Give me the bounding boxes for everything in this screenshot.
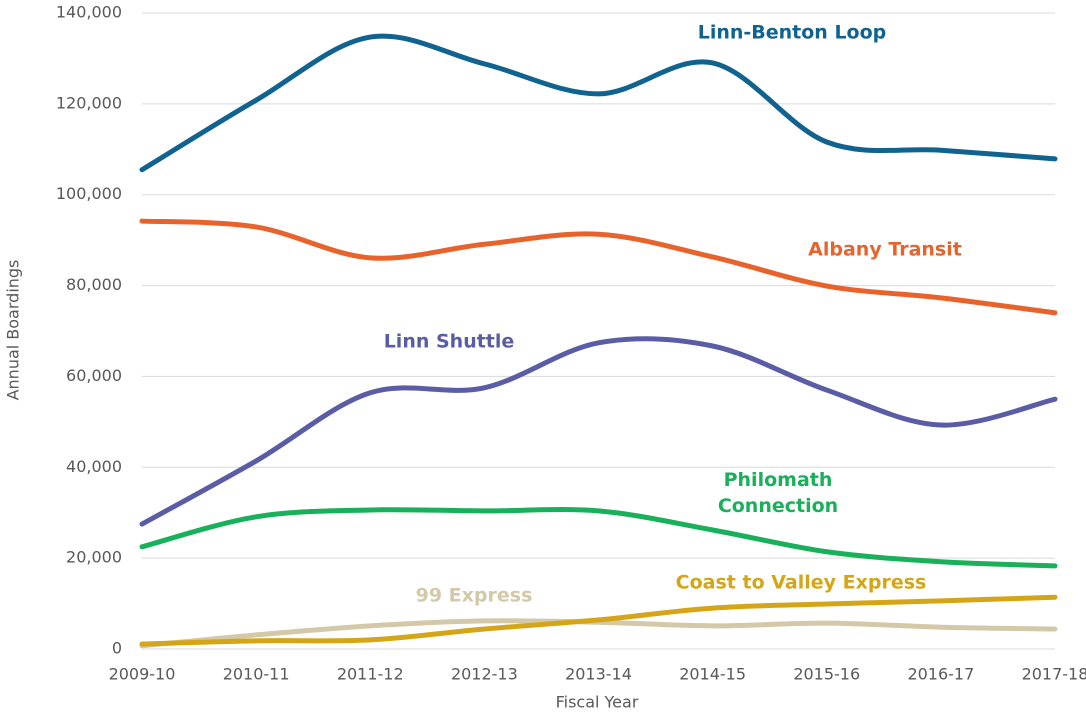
series-label: Linn Shuttle bbox=[384, 331, 515, 353]
series-line bbox=[139, 218, 1058, 316]
series-label: Albany Transit bbox=[808, 239, 962, 261]
y-tick-label: 20,000 bbox=[66, 548, 122, 567]
series-label: 99 Express bbox=[416, 585, 533, 607]
series-line bbox=[139, 336, 1058, 527]
x-axis-title: Fiscal Year bbox=[556, 693, 639, 712]
series-line bbox=[139, 33, 1058, 173]
y-tick-label: 80,000 bbox=[66, 275, 122, 294]
x-tick-label: 2017-18 bbox=[1022, 665, 1086, 684]
y-tick-label: 120,000 bbox=[56, 93, 122, 112]
x-tick-label: 2012-13 bbox=[451, 665, 518, 684]
x-tick-label: 2013-14 bbox=[565, 665, 632, 684]
x-tick-label: 2011-12 bbox=[337, 665, 404, 684]
series-label-line: Connection bbox=[718, 495, 838, 517]
x-tick-label: 2015-16 bbox=[793, 665, 860, 684]
x-tick-label: 2014-15 bbox=[679, 665, 746, 684]
y-tick-label: 0 bbox=[112, 639, 122, 658]
x-tick-label: 2010-11 bbox=[223, 665, 290, 684]
y-tick-label: 140,000 bbox=[56, 3, 122, 22]
series-label-line: Philomath bbox=[724, 469, 833, 491]
y-tick-label: 40,000 bbox=[66, 457, 122, 476]
x-tick-label: 2009-10 bbox=[109, 665, 176, 684]
x-tick-label: 2016-17 bbox=[907, 665, 974, 684]
series-label: Linn-Benton Loop bbox=[698, 22, 887, 44]
y-axis-title: Annual Boardings bbox=[4, 260, 23, 401]
y-tick-label: 60,000 bbox=[66, 366, 122, 385]
series-line bbox=[139, 594, 1058, 647]
series-label: Coast to Valley Express bbox=[676, 572, 927, 594]
series-label: Philomath Connection bbox=[718, 469, 838, 517]
series-line bbox=[139, 507, 1058, 569]
y-tick-label: 100,000 bbox=[56, 184, 122, 203]
